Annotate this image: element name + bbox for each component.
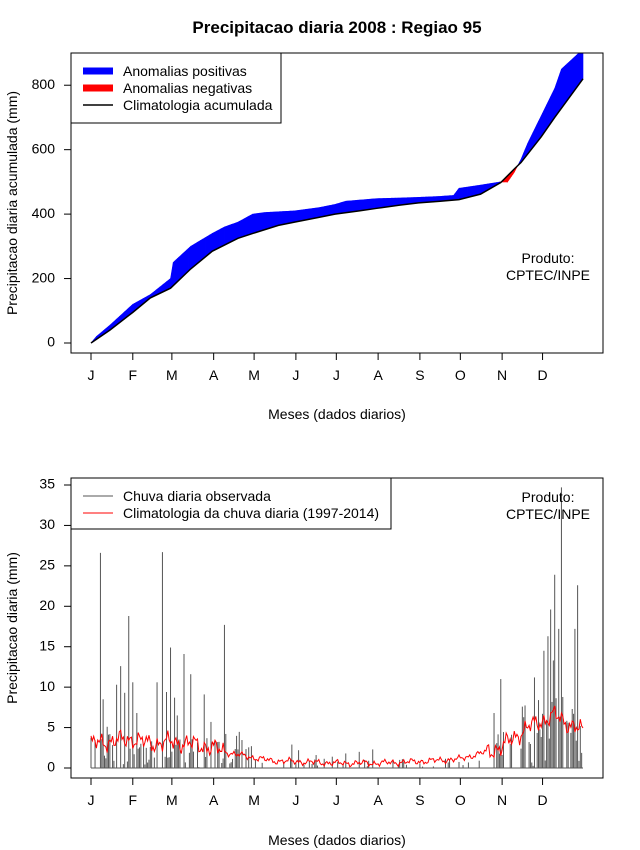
climatology-line (90, 78, 584, 344)
legend-box (70, 477, 392, 530)
y-tick-label: 30 (39, 516, 55, 532)
legend-label-climatology: Climatologia da chuva diaria (1997-2014) (123, 505, 379, 521)
x-tick-label: M (248, 367, 260, 383)
y-tick-label: 20 (39, 597, 55, 613)
y-tick-label: 0 (47, 334, 55, 350)
daily-bars (90, 487, 583, 768)
x-tick-label: A (373, 367, 383, 383)
x-tick-label: F (129, 792, 138, 808)
x-tick-label: D (537, 792, 547, 808)
y-tick-label: 10 (39, 678, 55, 694)
x-axis-label: Meses (dados diarios) (268, 832, 406, 848)
legend: Chuva diaria observada Climatologia da c… (70, 477, 392, 530)
y-tick-label: 5 (47, 718, 55, 734)
x-tick-label: S (415, 792, 424, 808)
x-tick-label: M (166, 792, 178, 808)
y-axis-label: Precipitacao diaria acumulada (mm) (4, 91, 20, 315)
x-tick-label: O (455, 792, 466, 808)
y-tick-label: 35 (39, 476, 55, 492)
y-tick-label: 0 (47, 759, 55, 775)
x-tick-label: M (248, 792, 260, 808)
credit-line-1: Produto: (522, 489, 575, 505)
x-tick-label: N (497, 367, 507, 383)
legend-label-observed: Chuva diaria observada (123, 488, 271, 504)
anomaly-areas (90, 52, 584, 344)
cumulative-chart: 0 200 400 600 800 J F M A M J J A S O N D Precipitacao … (4, 52, 604, 422)
x-tick-label: N (497, 792, 507, 808)
x-tick-label: A (209, 367, 219, 383)
x-tick-label: J (333, 792, 340, 808)
y-tick-label: 200 (32, 269, 56, 285)
legend: Anomalias positivas Anomalias negativas … (70, 52, 282, 124)
y-tick-label: 15 (39, 637, 55, 653)
y-axis-label: Precipitacao diaria (mm) (4, 552, 20, 704)
x-tick-label: J (292, 792, 299, 808)
climatology-daily-line (90, 705, 584, 768)
x-tick-label: J (88, 792, 95, 808)
y-axis: 0 200 400 600 800 (32, 76, 72, 350)
y-axis: 0 5 10 15 20 25 30 35 (39, 476, 72, 775)
y-tick-label: 800 (32, 76, 56, 92)
y-tick-label: 600 (32, 140, 56, 156)
x-tick-label: A (209, 792, 219, 808)
x-tick-label: J (292, 367, 299, 383)
credit-line-2: CPTEC/INPE (506, 267, 590, 283)
chart-title: Precipitacao diaria 2008 : Regiao 95 (192, 18, 481, 37)
x-tick-label: M (166, 367, 178, 383)
legend-label-negative: Anomalias negativas (123, 80, 252, 96)
credit-line-2: CPTEC/INPE (506, 506, 590, 522)
x-tick-label: J (88, 367, 95, 383)
x-axis-label: Meses (dados diarios) (268, 406, 406, 422)
positive-anomaly-segment (581, 52, 584, 82)
legend-label-climatology: Climatologia acumulada (123, 97, 273, 113)
y-tick-label: 25 (39, 557, 55, 573)
x-tick-label: D (537, 367, 547, 383)
y-tick-label: 400 (32, 205, 56, 221)
x-tick-label: S (415, 367, 424, 383)
x-tick-label: J (333, 367, 340, 383)
daily-chart: 0 5 10 15 20 25 30 35 J F M A M J J A S O N D Precipitacao… (4, 476, 604, 848)
x-tick-label: O (455, 367, 466, 383)
x-tick-label: F (129, 367, 138, 383)
x-tick-label: A (373, 792, 383, 808)
legend-label-positive: Anomalias positivas (123, 63, 247, 79)
credit-line-1: Produto: (522, 250, 575, 266)
